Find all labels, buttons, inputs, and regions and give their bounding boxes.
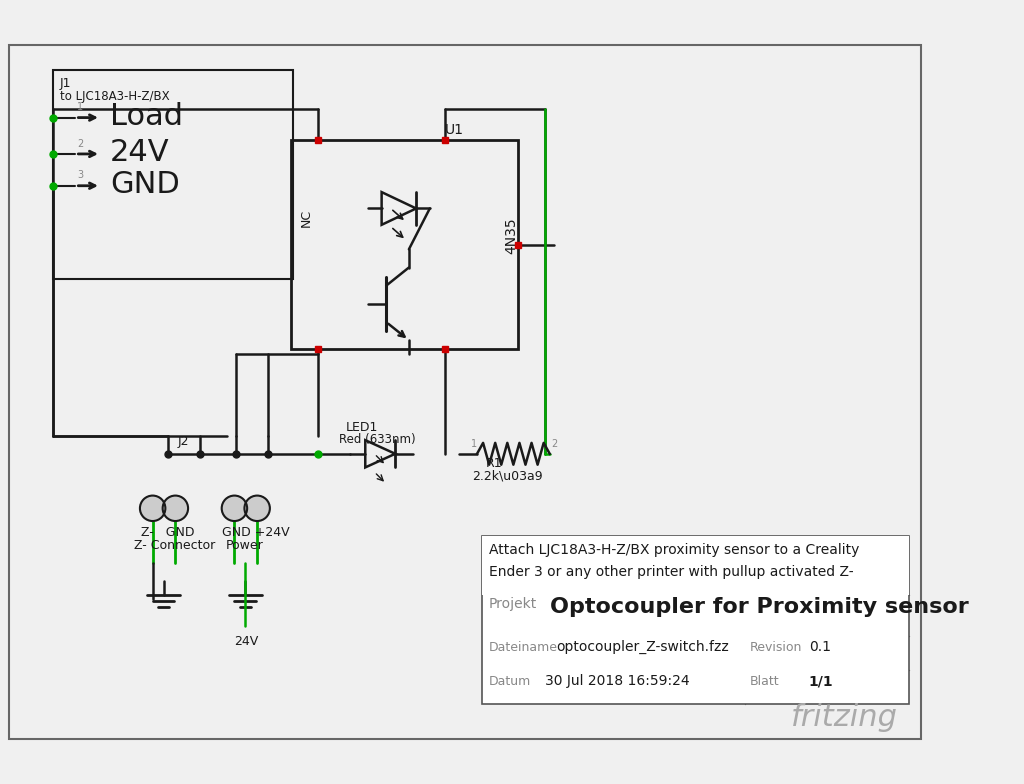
Text: 1: 1 — [77, 103, 83, 112]
Text: 1/1: 1/1 — [809, 674, 834, 688]
Text: Projekt: Projekt — [488, 597, 538, 612]
Text: GND: GND — [110, 170, 179, 199]
Text: Z-   GND: Z- GND — [141, 525, 195, 539]
Text: 2.2k\u03a9: 2.2k\u03a9 — [472, 470, 543, 482]
Bar — [52, 71, 294, 279]
Text: Load: Load — [110, 102, 183, 131]
Text: fritzing: fritzing — [791, 703, 897, 732]
Text: Blatt: Blatt — [750, 676, 779, 688]
Text: Power: Power — [225, 539, 263, 552]
Text: 1: 1 — [471, 438, 477, 448]
Text: Ender 3 or any other printer with pullup activated Z-: Ender 3 or any other printer with pullup… — [488, 565, 853, 579]
Circle shape — [140, 495, 165, 521]
Text: U1: U1 — [445, 123, 464, 137]
Text: NC: NC — [300, 209, 313, 227]
Text: J2: J2 — [177, 434, 188, 448]
Text: Datum: Datum — [488, 676, 531, 688]
Circle shape — [163, 495, 188, 521]
Text: Z- Connector: Z- Connector — [134, 539, 216, 552]
Text: R1: R1 — [486, 457, 503, 470]
Text: 24V: 24V — [234, 634, 259, 648]
Text: J1: J1 — [60, 77, 72, 89]
Text: 2: 2 — [552, 438, 558, 448]
Text: 2: 2 — [77, 139, 84, 149]
Text: 4N35: 4N35 — [504, 217, 518, 254]
Text: 0.1: 0.1 — [809, 640, 830, 654]
Text: Attach LJC18A3-H-Z/BX proximity sensor to a Creality: Attach LJC18A3-H-Z/BX proximity sensor t… — [488, 543, 859, 557]
Text: 30 Jul 2018 16:59:24: 30 Jul 2018 16:59:24 — [545, 674, 690, 688]
Text: Dateiname: Dateiname — [488, 641, 558, 654]
Text: GND +24V: GND +24V — [222, 525, 290, 539]
Bar — [291, 140, 518, 350]
Text: LED1: LED1 — [345, 421, 378, 434]
Text: to LJC18A3-H-Z/BX: to LJC18A3-H-Z/BX — [60, 90, 170, 103]
Text: optocoupler_Z-switch.fzz: optocoupler_Z-switch.fzz — [556, 640, 729, 654]
Circle shape — [222, 495, 247, 521]
Bar — [481, 535, 908, 704]
Text: Optocoupler for Proximity sensor: Optocoupler for Proximity sensor — [550, 597, 969, 617]
Bar — [481, 535, 908, 594]
Text: 24V: 24V — [110, 138, 170, 167]
Text: Red (633nm): Red (633nm) — [339, 433, 416, 446]
Text: 3: 3 — [77, 170, 83, 180]
Text: Revision: Revision — [750, 641, 802, 654]
Circle shape — [245, 495, 270, 521]
